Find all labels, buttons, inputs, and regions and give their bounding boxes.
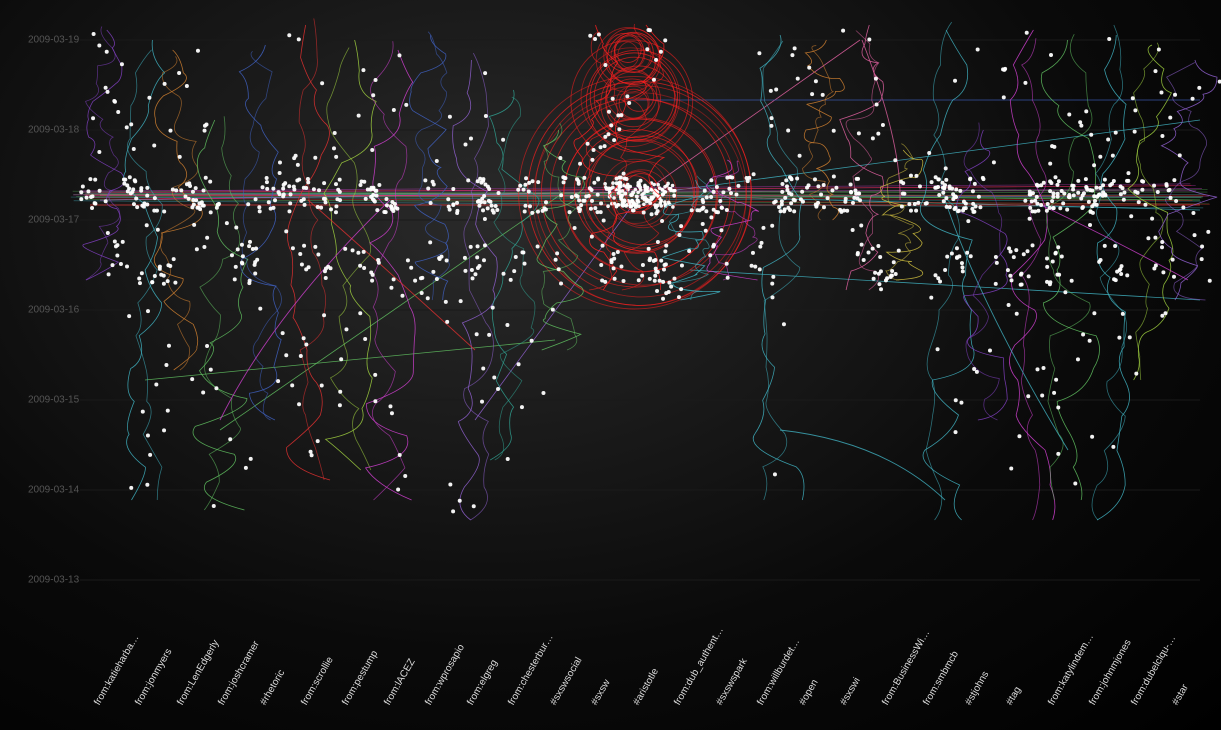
y-axis-tick-label: 2009-03-16 xyxy=(28,305,79,316)
y-axis-tick-label: 2009-03-13 xyxy=(28,575,79,586)
network-timeline-chart xyxy=(0,0,1221,730)
y-axis-tick-label: 2009-03-17 xyxy=(28,215,79,226)
hotspot-circles xyxy=(519,27,752,309)
y-axis-tick-label: 2009-03-15 xyxy=(28,395,79,406)
y-axis-tick-label: 2009-03-14 xyxy=(28,485,79,496)
y-axis-tick-label: 2009-03-18 xyxy=(28,125,79,136)
y-axis-tick-label: 2009-03-19 xyxy=(28,35,79,46)
